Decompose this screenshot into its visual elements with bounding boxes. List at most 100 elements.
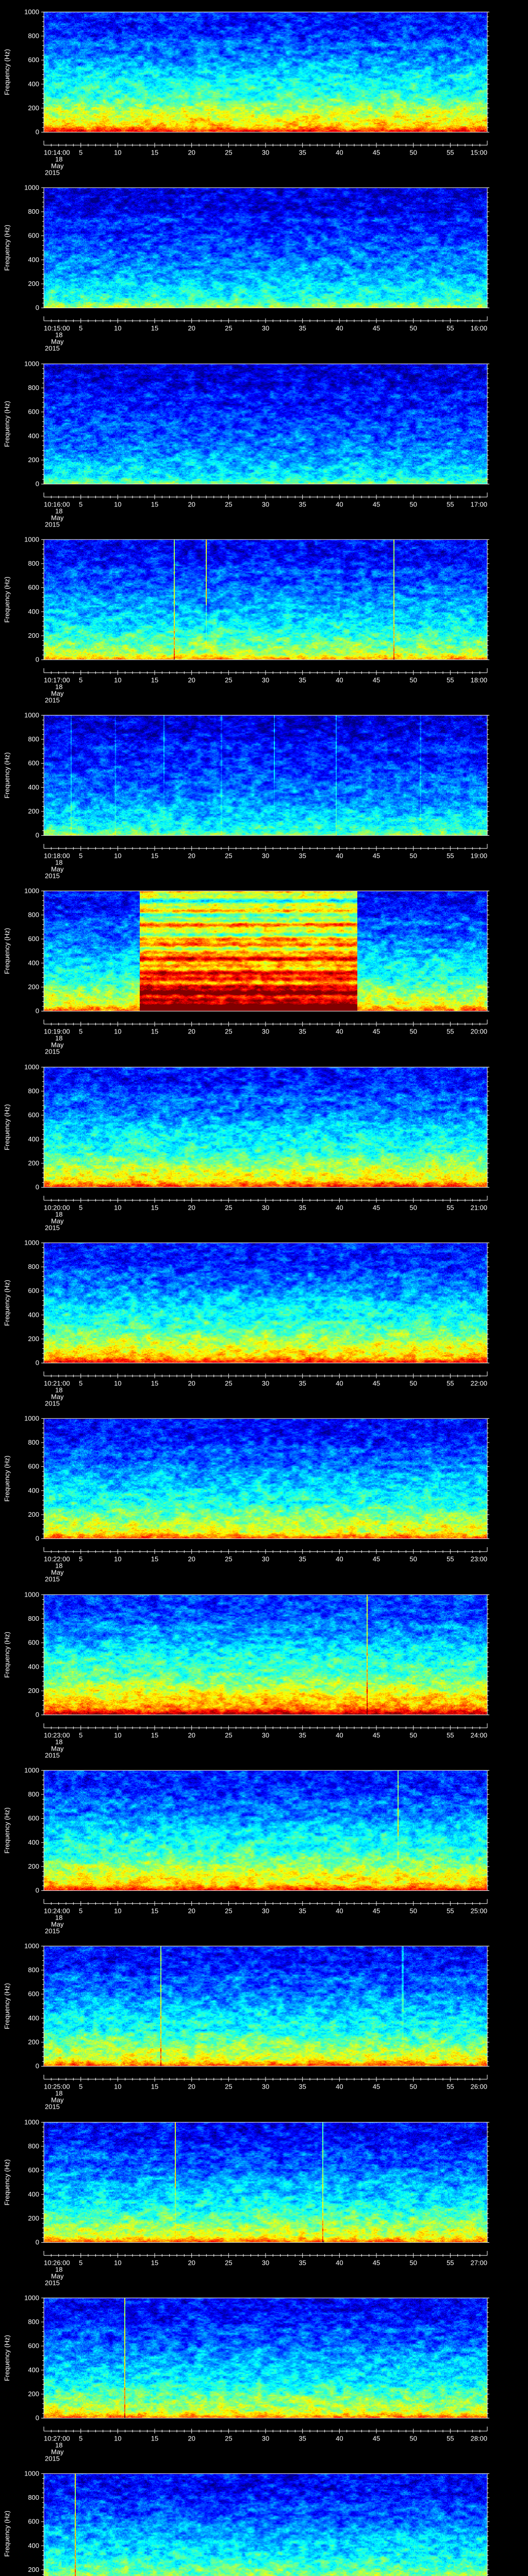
svg-text:20: 20 — [188, 676, 195, 684]
svg-text:600: 600 — [28, 1463, 39, 1470]
svg-text:35: 35 — [299, 1380, 306, 1387]
svg-text:25: 25 — [225, 1380, 232, 1387]
svg-text:25: 25 — [225, 1028, 232, 1036]
svg-text:2015: 2015 — [45, 2279, 60, 2286]
svg-text:1000: 1000 — [24, 1063, 39, 1071]
svg-text:20: 20 — [188, 1028, 195, 1036]
svg-text:1000: 1000 — [24, 2469, 39, 2477]
svg-text:800: 800 — [28, 2318, 39, 2326]
svg-text:45: 45 — [373, 1380, 380, 1387]
svg-text:10: 10 — [114, 1204, 121, 1211]
svg-text:35: 35 — [299, 149, 306, 157]
svg-text:0: 0 — [36, 1887, 39, 1894]
svg-text:800: 800 — [28, 560, 39, 567]
svg-text:55: 55 — [447, 500, 454, 508]
svg-text:800: 800 — [28, 1438, 39, 1446]
svg-text:400: 400 — [28, 607, 39, 615]
svg-text:25: 25 — [225, 1204, 232, 1211]
svg-text:30: 30 — [262, 852, 269, 860]
svg-text:800: 800 — [28, 2494, 39, 2501]
svg-text:25: 25 — [225, 2083, 232, 2091]
svg-text:Frequency (Hz): Frequency (Hz) — [3, 1983, 11, 2029]
svg-text:20: 20 — [188, 1204, 195, 1211]
svg-text:5: 5 — [79, 2259, 82, 2266]
svg-text:400: 400 — [28, 2190, 39, 2198]
svg-text:400: 400 — [28, 959, 39, 967]
svg-text:40: 40 — [336, 1555, 343, 1563]
svg-text:800: 800 — [28, 1263, 39, 1270]
svg-text:15: 15 — [151, 2259, 158, 2266]
svg-text:16:00: 16:00 — [470, 325, 487, 332]
svg-text:1000: 1000 — [24, 2118, 39, 2126]
svg-text:50: 50 — [409, 1380, 417, 1387]
svg-text:600: 600 — [28, 2342, 39, 2349]
svg-text:5: 5 — [79, 2083, 82, 2091]
svg-text:Frequency (Hz): Frequency (Hz) — [3, 401, 11, 447]
svg-text:20: 20 — [188, 2083, 195, 2091]
svg-text:200: 200 — [28, 456, 39, 464]
svg-text:30: 30 — [262, 2259, 269, 2266]
svg-text:400: 400 — [28, 2366, 39, 2374]
svg-text:600: 600 — [28, 583, 39, 591]
svg-text:55: 55 — [447, 1555, 454, 1563]
svg-text:25: 25 — [225, 676, 232, 684]
svg-text:15: 15 — [151, 325, 158, 332]
svg-text:40: 40 — [336, 325, 343, 332]
svg-text:1000: 1000 — [24, 2294, 39, 2301]
svg-text:55: 55 — [447, 1731, 454, 1739]
svg-text:600: 600 — [28, 1815, 39, 1822]
svg-text:45: 45 — [373, 2259, 380, 2266]
svg-text:2015: 2015 — [45, 1400, 60, 1407]
svg-text:800: 800 — [28, 384, 39, 392]
svg-text:1000: 1000 — [24, 1942, 39, 1950]
svg-text:20: 20 — [188, 1907, 195, 1915]
svg-text:25: 25 — [225, 1731, 232, 1739]
svg-text:0: 0 — [36, 655, 39, 663]
svg-text:30: 30 — [262, 676, 269, 684]
svg-text:Frequency (Hz): Frequency (Hz) — [3, 1104, 11, 1150]
svg-text:28:00: 28:00 — [470, 2435, 487, 2443]
svg-text:45: 45 — [373, 676, 380, 684]
svg-text:0: 0 — [36, 304, 39, 312]
svg-text:200: 200 — [28, 2214, 39, 2222]
svg-text:Frequency (Hz): Frequency (Hz) — [3, 1807, 11, 1853]
svg-text:20: 20 — [188, 500, 195, 508]
svg-text:10: 10 — [114, 1731, 121, 1739]
svg-text:50: 50 — [409, 1731, 417, 1739]
svg-text:1000: 1000 — [24, 1415, 39, 1422]
svg-text:2015: 2015 — [45, 345, 60, 352]
svg-text:40: 40 — [336, 1028, 343, 1036]
svg-text:Frequency (Hz): Frequency (Hz) — [3, 928, 11, 974]
svg-text:2015: 2015 — [45, 1224, 60, 1231]
svg-text:20: 20 — [188, 325, 195, 332]
svg-text:35: 35 — [299, 852, 306, 860]
svg-text:40: 40 — [336, 2083, 343, 2091]
svg-text:50: 50 — [409, 500, 417, 508]
svg-text:20:00: 20:00 — [470, 1028, 487, 1036]
svg-text:2015: 2015 — [45, 520, 60, 528]
svg-text:40: 40 — [336, 676, 343, 684]
svg-text:5: 5 — [79, 852, 82, 860]
svg-text:20: 20 — [188, 2259, 195, 2266]
svg-text:800: 800 — [28, 1087, 39, 1095]
svg-text:10: 10 — [114, 1907, 121, 1915]
svg-text:15: 15 — [151, 1204, 158, 1211]
svg-text:15: 15 — [151, 2083, 158, 2091]
svg-text:15: 15 — [151, 2435, 158, 2443]
svg-text:22:00: 22:00 — [470, 1380, 487, 1387]
svg-text:2015: 2015 — [45, 697, 60, 704]
svg-text:200: 200 — [28, 280, 39, 287]
svg-text:10: 10 — [114, 676, 121, 684]
svg-text:600: 600 — [28, 232, 39, 240]
svg-text:19:00: 19:00 — [470, 852, 487, 860]
svg-text:800: 800 — [28, 2142, 39, 2149]
svg-text:10: 10 — [114, 2435, 121, 2443]
svg-text:45: 45 — [373, 500, 380, 508]
svg-text:800: 800 — [28, 208, 39, 215]
svg-text:17:00: 17:00 — [470, 500, 487, 508]
svg-text:15: 15 — [151, 1731, 158, 1739]
svg-text:30: 30 — [262, 500, 269, 508]
svg-text:40: 40 — [336, 2435, 343, 2443]
svg-text:1000: 1000 — [24, 360, 39, 367]
svg-text:400: 400 — [28, 783, 39, 791]
